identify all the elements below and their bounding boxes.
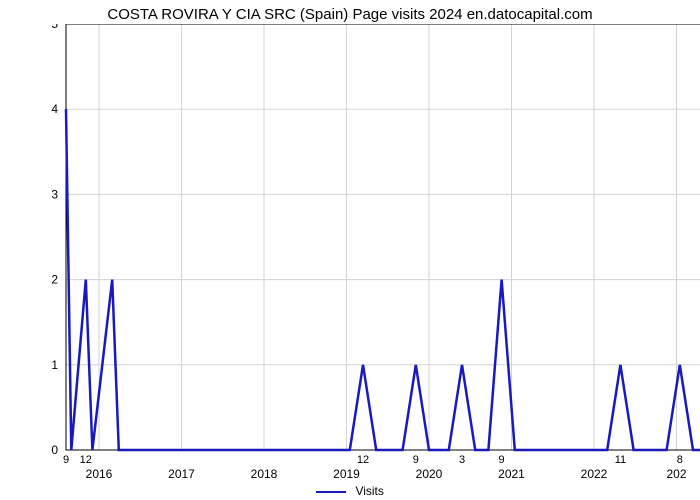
svg-text:12: 12 <box>80 454 92 466</box>
svg-text:8: 8 <box>677 454 683 466</box>
svg-text:2016: 2016 <box>86 467 113 481</box>
legend-label: Visits <box>355 484 383 498</box>
svg-text:2021: 2021 <box>498 467 525 481</box>
svg-text:2022: 2022 <box>581 467 608 481</box>
svg-text:0: 0 <box>51 443 58 457</box>
svg-text:2019: 2019 <box>333 467 360 481</box>
svg-text:9: 9 <box>499 454 505 466</box>
svg-text:3: 3 <box>459 454 465 466</box>
svg-text:2: 2 <box>51 273 58 287</box>
svg-text:2018: 2018 <box>251 467 278 481</box>
plot-area: 0123452016201720182019202020212022202912… <box>36 24 700 490</box>
legend-swatch-line <box>316 491 346 493</box>
svg-text:3: 3 <box>51 187 58 201</box>
svg-text:1: 1 <box>51 358 58 372</box>
chart-container: COSTA ROVIRA Y CIA SRC (Spain) Page visi… <box>0 0 700 500</box>
svg-text:5: 5 <box>51 24 58 31</box>
legend: Visits <box>0 484 700 498</box>
svg-text:12: 12 <box>357 454 369 466</box>
svg-text:11: 11 <box>615 454 626 466</box>
svg-text:4: 4 <box>51 102 58 116</box>
svg-text:9: 9 <box>413 454 419 466</box>
chart-title: COSTA ROVIRA Y CIA SRC (Spain) Page visi… <box>0 6 700 23</box>
svg-text:2017: 2017 <box>168 467 195 481</box>
svg-text:202: 202 <box>666 467 686 481</box>
svg-text:9: 9 <box>63 454 69 466</box>
svg-text:2020: 2020 <box>416 467 443 481</box>
